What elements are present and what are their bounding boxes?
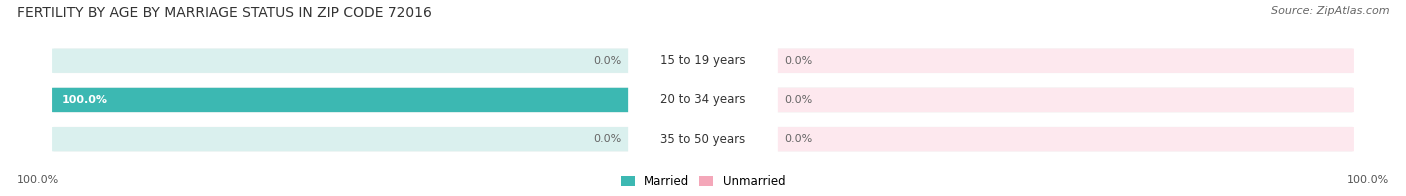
Text: 100.0%: 100.0% (62, 95, 108, 105)
FancyBboxPatch shape (52, 49, 631, 73)
FancyBboxPatch shape (775, 127, 1354, 151)
Text: 0.0%: 0.0% (593, 134, 621, 144)
FancyBboxPatch shape (52, 88, 631, 112)
FancyBboxPatch shape (628, 107, 778, 171)
Text: 0.0%: 0.0% (593, 56, 621, 66)
Text: 0.0%: 0.0% (785, 134, 813, 144)
FancyBboxPatch shape (52, 125, 1354, 153)
FancyBboxPatch shape (52, 86, 1354, 114)
Text: 0.0%: 0.0% (785, 56, 813, 66)
FancyBboxPatch shape (52, 88, 631, 112)
FancyBboxPatch shape (628, 68, 778, 132)
Legend: Married, Unmarried: Married, Unmarried (620, 175, 786, 188)
Text: 35 to 50 years: 35 to 50 years (661, 133, 745, 146)
Text: FERTILITY BY AGE BY MARRIAGE STATUS IN ZIP CODE 72016: FERTILITY BY AGE BY MARRIAGE STATUS IN Z… (17, 6, 432, 20)
Text: 0.0%: 0.0% (785, 95, 813, 105)
FancyBboxPatch shape (52, 47, 1354, 74)
FancyBboxPatch shape (628, 29, 778, 93)
Text: 15 to 19 years: 15 to 19 years (661, 54, 745, 67)
FancyBboxPatch shape (52, 127, 631, 151)
FancyBboxPatch shape (775, 49, 1354, 73)
Text: 100.0%: 100.0% (17, 175, 59, 185)
Text: 20 to 34 years: 20 to 34 years (661, 93, 745, 106)
Text: 100.0%: 100.0% (1347, 175, 1389, 185)
FancyBboxPatch shape (775, 88, 1354, 112)
Text: Source: ZipAtlas.com: Source: ZipAtlas.com (1271, 6, 1389, 16)
